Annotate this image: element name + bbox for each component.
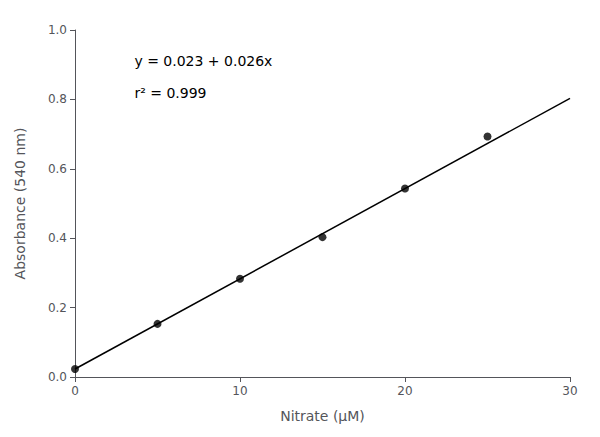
svg-text:0: 0 xyxy=(71,384,79,398)
svg-text:10: 10 xyxy=(232,384,247,398)
svg-text:0.8: 0.8 xyxy=(48,92,67,106)
svg-text:20: 20 xyxy=(397,384,412,398)
svg-text:1.0: 1.0 xyxy=(48,23,67,37)
svg-text:0.0: 0.0 xyxy=(48,370,67,384)
svg-text:30: 30 xyxy=(562,384,577,398)
svg-text:0.4: 0.4 xyxy=(48,231,67,245)
svg-text:0.6: 0.6 xyxy=(48,162,67,176)
svg-text:r² = 0.999: r² = 0.999 xyxy=(134,85,206,101)
svg-text:y = 0.023 + 0.026x: y = 0.023 + 0.026x xyxy=(134,53,272,69)
svg-text:0.2: 0.2 xyxy=(48,301,67,315)
svg-text:Absorbance (540 nm): Absorbance (540 nm) xyxy=(12,128,28,280)
svg-text:Nitrate (μM): Nitrate (μM) xyxy=(280,408,365,424)
